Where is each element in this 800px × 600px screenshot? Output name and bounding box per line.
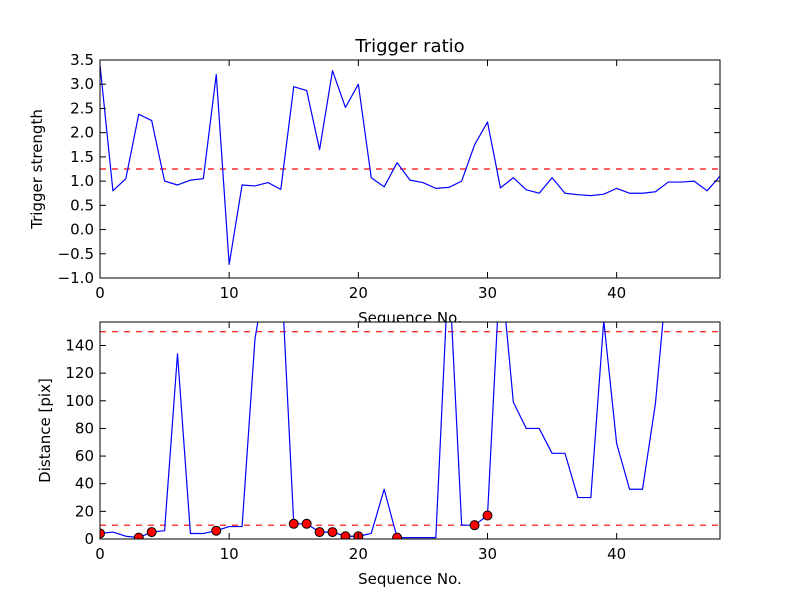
x-tick-label: 40 (607, 545, 626, 563)
x-tick-label: 20 (349, 545, 368, 563)
plot-frame (99, 59, 721, 279)
x-tick-label: 30 (478, 545, 497, 563)
data-point (288, 518, 299, 529)
data-point (211, 525, 222, 536)
x-tick-label: 30 (478, 284, 497, 302)
y-tick-label: 0.5 (70, 196, 94, 214)
data-point (133, 532, 144, 539)
y-axis-label: Distance [pix] (36, 378, 54, 483)
y-tick-label: 1.0 (70, 172, 94, 190)
data-point (469, 520, 480, 531)
y-tick-label: 20 (75, 502, 94, 520)
y-axis-label: Trigger strength (28, 109, 46, 230)
y-tick-label: 100 (65, 392, 94, 410)
y-tick-label: 80 (75, 419, 94, 437)
y-tick-label: −0.5 (58, 245, 94, 263)
plot-area (100, 60, 720, 278)
trigger-ratio-panel: 0 10 20 30 40 −1.0 −0.5 0.0 0.5 1.0 1.5 2.0 2.5 3.0 3.… (28, 36, 721, 327)
y-tick-label: 3.0 (70, 75, 94, 93)
y-tick-label: 2.5 (70, 99, 94, 117)
y-tick-label: 0 (84, 530, 94, 548)
data-point (327, 527, 338, 538)
y-tick-label: 40 (75, 475, 94, 493)
y-tick-label: 1.5 (70, 148, 94, 166)
y-tick-label: 140 (65, 336, 94, 354)
y-tick-label: 120 (65, 364, 94, 382)
x-axis-label: Sequence No. (358, 570, 462, 588)
y-tick-label: 60 (75, 447, 94, 465)
series-line (100, 64, 720, 266)
data-point (314, 527, 325, 538)
plot-frame (99, 321, 721, 540)
chart-title: Trigger ratio (354, 36, 464, 57)
data-point (301, 518, 312, 529)
x-tick-label: 20 (349, 284, 368, 302)
data-point (482, 510, 493, 521)
y-tick-label: 2.0 (70, 124, 94, 142)
y-tick-label: −1.0 (58, 269, 94, 287)
x-tick-label: 0 (95, 284, 105, 302)
distance-panel: 0 10 20 30 40 0 20 40 60 80 100 120 140 Sequence No. D… (36, 321, 721, 588)
y-tick-label: 3.5 (70, 51, 94, 69)
data-point (340, 531, 351, 539)
plot-data (100, 64, 720, 266)
data-point (392, 532, 403, 539)
x-tick-label: 0 (95, 545, 105, 563)
series-line (100, 322, 664, 539)
data-point (146, 527, 157, 538)
plot-area (100, 322, 720, 539)
y-tick-label: 0.0 (70, 221, 94, 239)
x-tick-label: 10 (220, 545, 239, 563)
x-tick-label: 10 (220, 284, 239, 302)
data-point (100, 528, 105, 539)
plot-data (100, 322, 720, 539)
x-tick-label: 40 (607, 284, 626, 302)
